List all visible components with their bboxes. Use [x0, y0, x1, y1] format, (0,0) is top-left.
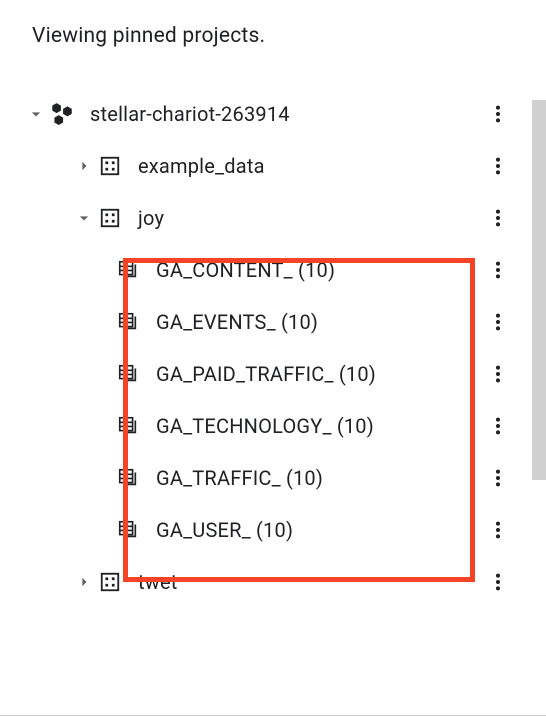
chevron-down-icon[interactable]	[24, 104, 48, 124]
dataset-label: joy	[138, 206, 164, 230]
table-icon	[114, 363, 142, 385]
table-icon	[114, 311, 142, 333]
table-row[interactable]: GA_PAID_TRAFFIC_ (10)	[114, 348, 546, 400]
more-actions-button[interactable]	[486, 258, 510, 282]
more-actions-button[interactable]	[486, 414, 510, 438]
dataset-icon	[96, 155, 124, 177]
project-tree: stellar-chariot-263914 example_data	[0, 88, 546, 608]
dataset-label: example_data	[138, 154, 265, 178]
table-icon	[114, 519, 142, 541]
more-actions-button[interactable]	[486, 518, 510, 542]
table-icon	[114, 259, 142, 281]
more-actions-button[interactable]	[486, 154, 510, 178]
more-actions-button[interactable]	[486, 206, 510, 230]
page-title: Viewing pinned projects.	[0, 0, 546, 48]
dataset-row[interactable]: example_data	[72, 140, 546, 192]
chevron-down-icon[interactable]	[72, 208, 96, 228]
scrollbar[interactable]	[532, 100, 546, 480]
more-actions-button[interactable]	[486, 466, 510, 490]
dataset-icon	[96, 571, 124, 593]
table-label: GA_USER_ (10)	[156, 518, 293, 542]
table-row[interactable]: GA_EVENTS_ (10)	[114, 296, 546, 348]
more-actions-button[interactable]	[486, 102, 510, 126]
chevron-right-icon[interactable]	[72, 156, 96, 176]
table-label: GA_TRAFFIC_ (10)	[156, 466, 323, 490]
dataset-row[interactable]: joy	[72, 192, 546, 244]
dataset-icon	[96, 207, 124, 229]
dataset-label: twet	[138, 570, 178, 594]
project-icon	[48, 101, 76, 127]
table-label: GA_TECHNOLOGY_ (10)	[156, 414, 374, 438]
chevron-right-icon[interactable]	[72, 572, 96, 592]
more-actions-button[interactable]	[486, 362, 510, 386]
project-label: stellar-chariot-263914	[90, 102, 290, 126]
more-actions-button[interactable]	[486, 310, 510, 334]
table-label: GA_CONTENT_ (10)	[156, 258, 335, 282]
more-actions-button[interactable]	[486, 570, 510, 594]
table-row[interactable]: GA_TRAFFIC_ (10)	[114, 452, 546, 504]
datasets-container: example_data joy GA_CONTENT_ (10)	[24, 140, 546, 608]
dataset-row[interactable]: twet	[72, 556, 546, 608]
table-row[interactable]: GA_CONTENT_ (10)	[114, 244, 546, 296]
table-icon	[114, 467, 142, 489]
table-row[interactable]: GA_TECHNOLOGY_ (10)	[114, 400, 546, 452]
project-row[interactable]: stellar-chariot-263914	[24, 88, 546, 140]
table-icon	[114, 415, 142, 437]
table-label: GA_EVENTS_ (10)	[156, 310, 318, 334]
tables-container: GA_CONTENT_ (10) GA_EVENTS_ (10) GA_PAID…	[72, 244, 546, 556]
table-label: GA_PAID_TRAFFIC_ (10)	[156, 362, 376, 386]
table-row[interactable]: GA_USER_ (10)	[114, 504, 546, 556]
